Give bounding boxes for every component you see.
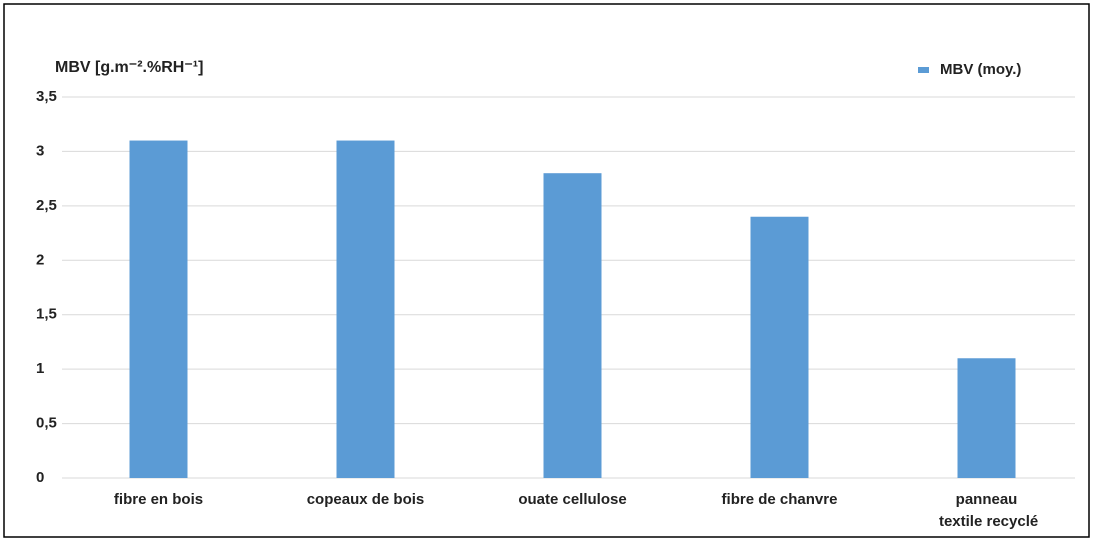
y-axis-label: MBV [g.m⁻².%RH⁻¹]: [55, 59, 203, 76]
y-tick-label: 2: [36, 251, 44, 268]
y-tick-label: 0: [36, 469, 44, 486]
x-tick-label: fibre de chanvre: [722, 491, 838, 508]
y-tick-label: 3,5: [36, 88, 57, 105]
bar: [336, 140, 395, 479]
x-tick-label: panneau textile recyclé: [935, 491, 1038, 530]
x-tick-label: ouate cellulose: [518, 491, 626, 508]
y-tick-label: 1,5: [36, 306, 57, 323]
x-tick-label: fibre en bois: [114, 491, 203, 508]
bar: [957, 358, 1016, 478]
legend-swatch: [918, 67, 929, 73]
bar: [750, 216, 809, 478]
x-tick-label: copeaux de bois: [307, 491, 425, 508]
y-tick-label: 3: [36, 142, 44, 159]
y-tick-label: 0,5: [36, 415, 57, 432]
legend-label: MBV (moy.): [940, 61, 1021, 78]
bar: [543, 173, 602, 478]
y-tick-label: 1: [36, 360, 44, 377]
bar: [129, 140, 188, 479]
y-tick-label: 2,5: [36, 197, 57, 214]
